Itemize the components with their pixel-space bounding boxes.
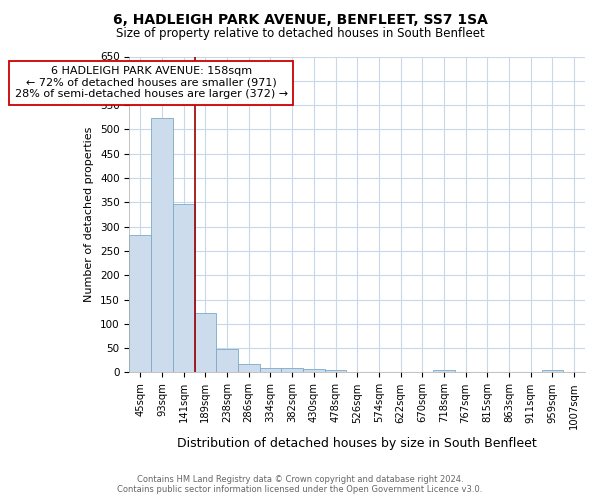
Text: 6 HADLEIGH PARK AVENUE: 158sqm
← 72% of detached houses are smaller (971)
28% of: 6 HADLEIGH PARK AVENUE: 158sqm ← 72% of … bbox=[14, 66, 287, 100]
Bar bbox=[130, 235, 151, 372]
Text: Size of property relative to detached houses in South Benfleet: Size of property relative to detached ho… bbox=[116, 28, 484, 40]
Bar bbox=[216, 349, 238, 372]
X-axis label: Distribution of detached houses by size in South Benfleet: Distribution of detached houses by size … bbox=[178, 437, 537, 450]
Bar bbox=[303, 369, 325, 372]
Bar bbox=[238, 364, 260, 372]
Bar bbox=[281, 368, 303, 372]
Y-axis label: Number of detached properties: Number of detached properties bbox=[85, 127, 94, 302]
Bar bbox=[542, 370, 563, 372]
Text: Contains HM Land Registry data © Crown copyright and database right 2024.
Contai: Contains HM Land Registry data © Crown c… bbox=[118, 474, 482, 494]
Text: 6, HADLEIGH PARK AVENUE, BENFLEET, SS7 1SA: 6, HADLEIGH PARK AVENUE, BENFLEET, SS7 1… bbox=[113, 12, 487, 26]
Bar bbox=[260, 368, 281, 372]
Bar bbox=[325, 370, 346, 372]
Bar bbox=[194, 312, 216, 372]
Bar bbox=[173, 204, 194, 372]
Bar bbox=[151, 118, 173, 372]
Bar bbox=[433, 370, 455, 372]
